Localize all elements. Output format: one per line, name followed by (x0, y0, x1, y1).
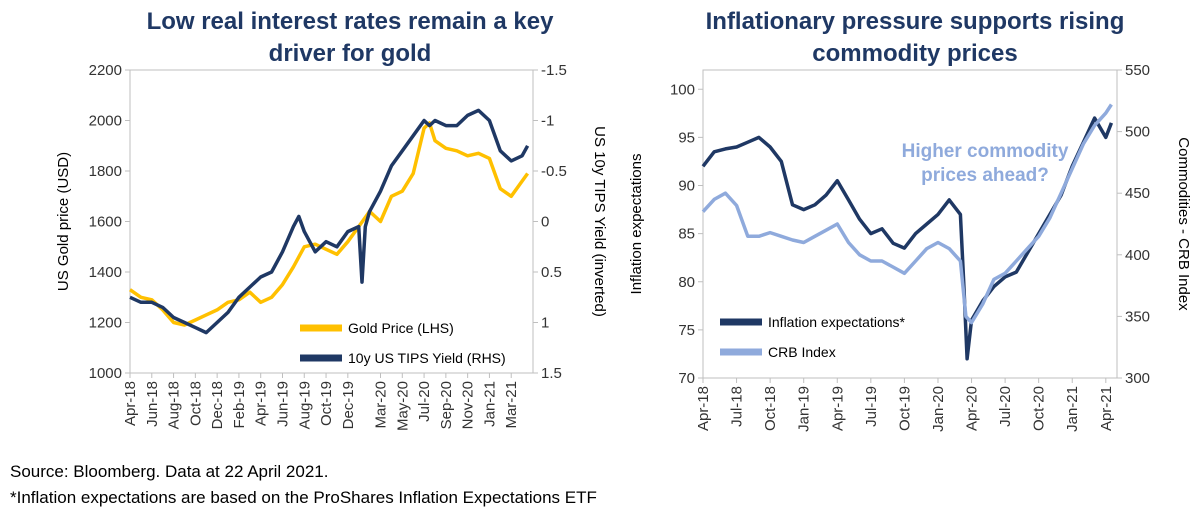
legend-label: CRB Index (768, 344, 836, 360)
x-tick-label: Dec-18 (209, 381, 226, 429)
x-tick-label: Apr-21 (1098, 386, 1115, 431)
right-tick-label: 350 (1125, 308, 1150, 325)
right-tick-label: 500 (1125, 124, 1150, 141)
left-tick-label: 2200 (89, 62, 122, 79)
legend-label: Gold Price (LHS) (348, 320, 454, 336)
x-tick-label: Oct-20 (1031, 386, 1048, 431)
annotation-line-1: Higher commodity (902, 141, 1069, 162)
x-tick-label: Jun-18 (144, 381, 161, 427)
x-tick-label: Oct-18 (187, 381, 204, 426)
left-tick-label: 1000 (89, 365, 122, 382)
commodity-chart-title: Inflationary pressure supports rising co… (705, 8, 1125, 67)
source-note: Source: Bloomberg. Data at 22 April 2021… (10, 462, 329, 481)
series-line-rhs (129, 108, 530, 335)
footnote: *Inflation expectations are based on the… (10, 488, 597, 507)
right-axis-label: Commodities - CRB Index (1175, 137, 1192, 311)
right-tick-label: -0.5 (541, 163, 567, 180)
annotation-line-2: prices ahead? (921, 165, 1049, 186)
left-tick-label: 1600 (89, 214, 122, 231)
left-tick-label: 1800 (89, 163, 122, 180)
right-tick-label: 1 (541, 315, 549, 332)
x-tick-label: Jun-19 (274, 381, 291, 427)
left-tick-label: 95 (678, 129, 695, 146)
left-tick-label: 1400 (89, 264, 122, 281)
x-tick-label: Jul-19 (863, 386, 880, 427)
left-tick-label: 75 (678, 322, 695, 339)
x-tick-label: Jan-21 (481, 381, 498, 427)
right-tick-label: 400 (1125, 247, 1150, 264)
x-tick-label: Oct-19 (896, 386, 913, 431)
left-tick-label: 1200 (89, 315, 122, 332)
series-line-rhs (701, 103, 1113, 325)
right-tick-label: 1.5 (541, 365, 562, 382)
x-tick-label: Jul-20 (416, 381, 433, 422)
left-axis-label: US Gold price (USD) (55, 152, 72, 291)
x-tick-label: Apr-20 (964, 386, 981, 431)
right-axis-label: US 10y TIPS Yield (inverted) (591, 126, 608, 317)
right-tick-label: -1 (541, 113, 554, 130)
x-tick-label: Oct-19 (318, 381, 335, 426)
x-tick-label: Apr-18 (695, 386, 712, 431)
left-tick-label: 90 (678, 178, 695, 195)
left-tick-label: 85 (678, 226, 695, 243)
x-tick-label: Sep-20 (438, 381, 455, 429)
x-tick-label: Nov-20 (460, 381, 477, 429)
x-tick-label: May-20 (394, 381, 411, 431)
x-tick-label: Apr-19 (253, 381, 270, 426)
left-tick-label: 2000 (89, 113, 122, 130)
x-tick-label: Feb-19 (231, 381, 248, 429)
right-tick-label: 550 (1125, 62, 1150, 79)
right-tick-label: 0 (541, 214, 549, 231)
plot-area-1 (702, 69, 1118, 379)
x-tick-label: Aug-18 (166, 381, 183, 429)
gold-chart-title: Low real interest rates remain a key dri… (146, 8, 554, 67)
right-tick-label: -1.5 (541, 62, 567, 79)
left-tick-label: 80 (678, 274, 695, 291)
x-tick-label: Jul-20 (997, 386, 1014, 427)
x-tick-label: Apr-19 (829, 386, 846, 431)
x-tick-label: Aug-19 (296, 381, 313, 429)
x-tick-label: Jul-18 (729, 386, 746, 427)
right-tick-label: 300 (1125, 370, 1150, 387)
x-tick-label: Mar-20 (373, 381, 390, 429)
legend-label: 10y US TIPS Yield (RHS) (348, 350, 506, 366)
x-tick-label: Apr-18 (122, 381, 139, 426)
left-axis-label: Inflation expectations (628, 154, 645, 295)
left-tick-label: 70 (678, 370, 695, 387)
x-tick-label: Jan-19 (796, 386, 813, 432)
x-tick-label: Oct-18 (762, 386, 779, 431)
x-tick-label: Jan-20 (930, 386, 947, 432)
legend-label: Inflation expectations* (768, 314, 906, 330)
right-tick-label: 0.5 (541, 264, 562, 281)
x-tick-label: Mar-21 (503, 381, 520, 429)
series-line-lhs (128, 121, 530, 327)
x-tick-label: Jan-21 (1064, 386, 1081, 432)
left-tick-label: 100 (670, 81, 695, 98)
right-tick-label: 450 (1125, 185, 1150, 202)
x-tick-label: Dec-19 (340, 381, 357, 429)
